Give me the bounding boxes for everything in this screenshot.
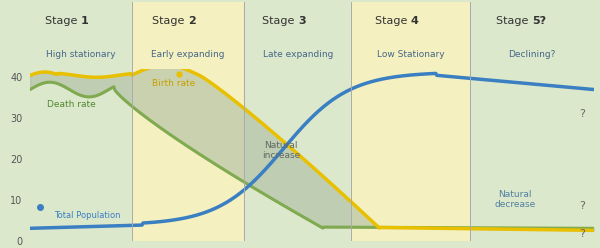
Text: Natural
decrease: Natural decrease [494, 190, 536, 210]
Text: 4: 4 [411, 16, 419, 26]
Bar [352, 69, 470, 241]
Text: 1: 1 [81, 16, 89, 26]
Bar [131, 69, 244, 241]
Text: Birth rate: Birth rate [152, 79, 196, 88]
Text: ?: ? [580, 229, 586, 239]
Text: Stage: Stage [45, 16, 81, 26]
Text: Low Stationary: Low Stationary [377, 50, 445, 59]
Text: Stage: Stage [152, 16, 188, 26]
Bar [470, 69, 594, 241]
Text: Stage: Stage [375, 16, 411, 26]
Text: 2: 2 [188, 16, 196, 26]
Bar [352, 2, 470, 69]
Text: ?: ? [580, 201, 586, 211]
Text: Declining?: Declining? [508, 50, 556, 59]
Bar [244, 2, 352, 69]
Text: Stage: Stage [496, 16, 532, 26]
Text: Late expanding: Late expanding [263, 50, 333, 59]
Text: High stationary: High stationary [46, 50, 116, 59]
Text: ?: ? [580, 109, 586, 119]
Text: Total Population: Total Population [53, 211, 120, 220]
Text: Death rate: Death rate [47, 100, 95, 109]
Bar [244, 69, 352, 241]
Bar [30, 2, 131, 69]
Bar [30, 69, 131, 241]
Text: Early expanding: Early expanding [151, 50, 224, 59]
Text: 3: 3 [298, 16, 305, 26]
Bar [131, 2, 244, 69]
Text: Natural
increase: Natural increase [262, 141, 300, 160]
Text: Stage: Stage [262, 16, 298, 26]
Bar [470, 2, 594, 69]
Text: 5?: 5? [532, 16, 546, 26]
